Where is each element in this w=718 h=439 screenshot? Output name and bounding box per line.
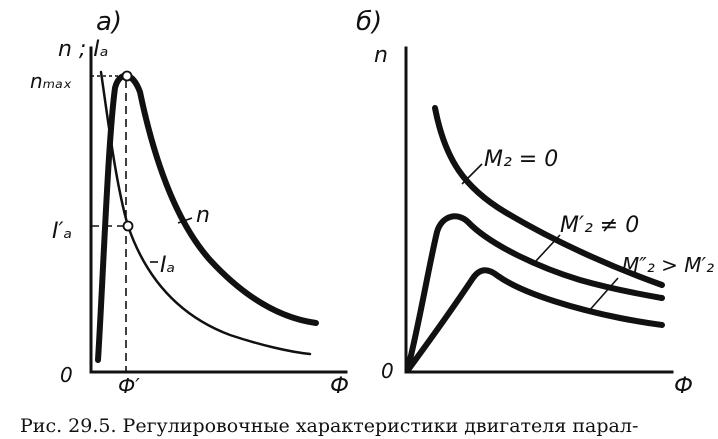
panel-b-label: б) (356, 7, 382, 37)
curve-m2-prime-leader-line (534, 234, 561, 263)
panel-a-x-axis-label: Ф (330, 374, 349, 399)
curve-m2-double-prime (405, 267, 665, 373)
panel-b-origin-label: 0 (381, 359, 394, 383)
x-tick-label-phi-prime: Ф′ (118, 374, 140, 398)
panel-b: б) n 0 Ф M₂ = 0 M′₂ ≠ 0 M″₂ > M′₂ (356, 7, 714, 399)
nmax-point-marker (121, 70, 133, 82)
panel-b-y-axis-label: n (374, 43, 388, 68)
curve-m2-zero-leader-line (461, 163, 483, 185)
curve-m2-zero (432, 105, 665, 288)
curve-n-leader-line (177, 217, 193, 224)
tick-label-ia-prime: I′ₐ (52, 219, 72, 244)
curve-m2-double-prime-label: M″₂ > M′₂ (622, 253, 714, 277)
curve-n-label: n (196, 203, 210, 228)
curve-ia-label: Iₐ (160, 253, 175, 278)
figure-caption: Рис. 29.5. Регулировочные характеристики… (20, 415, 638, 437)
curve-m2-prime (405, 213, 665, 371)
panel-a-label: а) (96, 7, 122, 37)
curve-m2-double-prime-leader-line (587, 277, 619, 313)
curve-m2-prime-label: M′₂ ≠ 0 (560, 213, 639, 238)
panel-a-y-axis-label: n ; Iₐ (58, 37, 108, 62)
tick-label-nmax: nₘₐₓ (30, 69, 72, 93)
ia-prime-point-marker (122, 220, 134, 232)
panel-a-origin-label: 0 (60, 363, 73, 387)
curve-n (95, 72, 319, 363)
curve-m2-zero-label: M₂ = 0 (484, 147, 558, 172)
panel-b-x-axis-label: Ф (674, 374, 693, 399)
panel-a: а) n ; Iₐ nₘₐₓ I′ₐ 0 Ф′ Ф n Iₐ (30, 7, 349, 399)
